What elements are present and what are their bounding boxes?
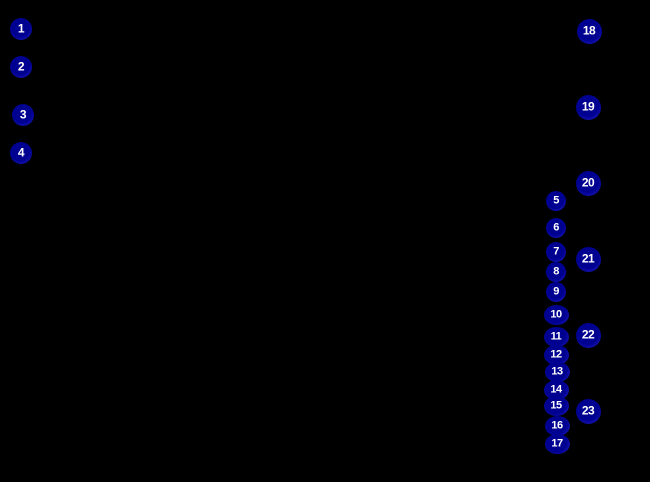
callout-marker-3[interactable]: 3	[12, 104, 34, 126]
callout-marker-4[interactable]: 4	[10, 142, 32, 164]
callout-marker-21[interactable]: 21	[575, 246, 601, 272]
callout-marker-17[interactable]: 17	[544, 434, 570, 454]
callout-marker-23[interactable]: 23	[575, 398, 601, 424]
callout-number: 4	[17, 145, 25, 160]
callout-marker-20[interactable]: 20	[575, 170, 601, 196]
callout-number: 2	[17, 59, 25, 74]
callout-marker-22[interactable]: 22	[575, 322, 601, 348]
callout-marker-18[interactable]: 18	[576, 18, 602, 44]
callout-number: 6	[553, 221, 559, 233]
callout-number: 23	[581, 403, 595, 418]
callout-marker-2[interactable]: 2	[10, 56, 32, 78]
callout-marker-14[interactable]: 14	[543, 380, 569, 400]
callout-marker-7[interactable]: 7	[546, 242, 566, 262]
callout-number: 22	[581, 327, 595, 342]
callout-number: 12	[550, 348, 562, 360]
callout-marker-11[interactable]: 11	[543, 327, 569, 347]
callout-number: 21	[581, 251, 595, 266]
callout-marker-1[interactable]: 1	[10, 18, 32, 40]
callout-number: 19	[581, 99, 595, 114]
callout-number: 20	[581, 175, 595, 190]
callout-number: 14	[550, 383, 562, 395]
callout-number: 11	[550, 330, 562, 342]
callout-number: 17	[551, 437, 563, 449]
callout-marker-19[interactable]: 19	[575, 94, 601, 120]
callout-marker-15[interactable]: 15	[543, 396, 569, 416]
callout-number: 16	[551, 419, 563, 431]
callout-marker-13[interactable]: 13	[544, 362, 570, 382]
callout-number: 9	[553, 285, 559, 297]
callout-marker-8[interactable]: 8	[546, 262, 566, 282]
callout-marker-16[interactable]: 16	[544, 416, 570, 436]
callout-number: 15	[550, 399, 562, 411]
callout-number: 7	[553, 245, 559, 257]
callout-number: 10	[550, 308, 562, 320]
callout-marker-10[interactable]: 10	[543, 305, 569, 325]
callout-marker-5[interactable]: 5	[546, 191, 566, 211]
callout-number: 1	[17, 21, 25, 36]
callout-marker-6[interactable]: 6	[546, 218, 566, 238]
callout-number: 18	[582, 23, 596, 38]
callout-marker-9[interactable]: 9	[546, 282, 566, 302]
callout-number: 8	[553, 265, 559, 277]
callout-number: 5	[553, 194, 559, 206]
callout-number: 3	[19, 107, 27, 122]
callout-marker-12[interactable]: 12	[543, 345, 569, 365]
callout-number: 13	[551, 365, 563, 377]
